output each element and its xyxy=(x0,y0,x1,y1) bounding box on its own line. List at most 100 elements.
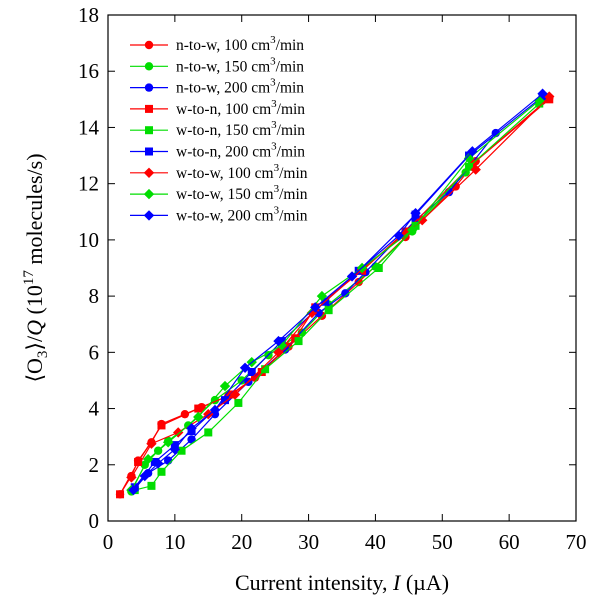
legend-marker xyxy=(143,188,155,200)
y-tick-label: 8 xyxy=(89,284,100,308)
data-point xyxy=(234,398,243,407)
data-point xyxy=(157,467,166,476)
data-point xyxy=(294,337,303,346)
data-point xyxy=(146,438,157,449)
legend-label: n-to-w, 200 cm3/min xyxy=(176,77,304,97)
data-point xyxy=(393,230,405,241)
data-point xyxy=(247,368,256,377)
legend-entry: n-to-w, 150 cm3/min xyxy=(130,55,304,75)
legend-marker xyxy=(143,210,155,221)
legend-label: n-to-w, 150 cm3/min xyxy=(176,55,304,75)
x-axis-label: Current intensity, I (µA) xyxy=(235,570,449,595)
series-layer xyxy=(115,88,555,499)
y-tick-label: 6 xyxy=(89,340,100,364)
data-point xyxy=(463,153,475,164)
data-point xyxy=(177,446,186,455)
data-point xyxy=(410,207,421,219)
series xyxy=(128,88,548,496)
y-tick-label: 14 xyxy=(78,115,100,139)
legend-marker xyxy=(144,62,154,71)
data-point xyxy=(239,362,251,373)
data-point xyxy=(465,162,474,171)
data-point xyxy=(221,396,229,405)
plot-frame xyxy=(107,14,577,522)
legend-marker xyxy=(145,126,153,135)
data-point xyxy=(128,484,139,496)
legend-label: w-to-w, 200 cm3/min xyxy=(176,204,308,224)
legend-entry: w-to-n, 150 cm3/min xyxy=(130,119,305,139)
series xyxy=(126,91,555,483)
y-tick-label: 16 xyxy=(78,59,99,83)
data-point xyxy=(162,437,174,448)
data-point xyxy=(173,427,184,438)
data-point xyxy=(273,335,284,347)
data-point xyxy=(407,224,418,236)
data-point xyxy=(316,290,328,302)
legend-label: w-to-w, 100 cm3/min xyxy=(176,162,308,182)
data-point xyxy=(209,404,221,416)
legend-marker xyxy=(144,40,154,50)
legend-entry: w-to-w, 100 cm3/min xyxy=(130,162,308,182)
legend-marker xyxy=(145,104,153,113)
data-point xyxy=(417,215,428,226)
data-point xyxy=(116,490,125,499)
legend-label: w-to-n, 100 cm3/min xyxy=(176,98,305,118)
x-tick-label: 60 xyxy=(499,530,520,554)
data-point xyxy=(324,306,333,315)
x-tick-label: 30 xyxy=(298,530,319,554)
legend-entry: w-to-w, 200 cm3/min xyxy=(130,204,308,224)
x-tick-label: 40 xyxy=(365,530,386,554)
series-line xyxy=(130,100,540,491)
data-point xyxy=(467,146,478,157)
legend-entry: w-to-n, 200 cm3/min xyxy=(130,141,305,161)
y-tick-label: 10 xyxy=(78,228,99,252)
data-point xyxy=(354,277,363,287)
data-point xyxy=(139,470,150,482)
data-point xyxy=(237,376,246,385)
x-tick-label: 20 xyxy=(231,530,252,554)
data-point xyxy=(537,88,548,99)
legend-label: w-to-w, 150 cm3/min xyxy=(176,183,308,203)
y-tick-label: 18 xyxy=(78,3,99,27)
data-point xyxy=(152,458,164,469)
legend-marker xyxy=(144,83,154,92)
data-point xyxy=(229,389,241,400)
legend-entry: n-to-w, 200 cm3/min xyxy=(130,77,304,97)
y-tick-label: 0 xyxy=(89,509,100,533)
x-tick-label: 0 xyxy=(103,530,114,554)
data-point xyxy=(186,423,197,434)
x-tick-label: 70 xyxy=(566,530,587,554)
data-point xyxy=(470,164,481,175)
data-point xyxy=(346,271,358,282)
y-tick-label: 2 xyxy=(89,453,100,477)
series xyxy=(126,95,545,496)
data-point xyxy=(134,457,143,466)
data-point xyxy=(169,444,181,455)
legend-label: w-to-n, 200 cm3/min xyxy=(176,141,305,161)
data-point xyxy=(310,302,321,313)
data-point xyxy=(193,411,204,423)
data-point xyxy=(341,289,350,298)
legend-marker xyxy=(145,147,153,156)
legend-label: n-to-w, 100 cm3/min xyxy=(176,34,304,54)
data-point xyxy=(401,227,410,236)
legend-entry: w-to-n, 100 cm3/min xyxy=(130,98,305,118)
legend-marker xyxy=(143,167,155,178)
x-tick-label: 50 xyxy=(432,530,453,554)
legend-entry: n-to-w, 100 cm3/min xyxy=(130,34,304,54)
data-point xyxy=(126,472,137,483)
legend-entry: w-to-w, 150 cm3/min xyxy=(130,183,308,203)
data-point xyxy=(157,421,166,430)
x-tick-label: 10 xyxy=(164,530,185,554)
legend-label: w-to-n, 150 cm3/min xyxy=(176,119,305,139)
data-point xyxy=(204,428,213,437)
data-point xyxy=(219,380,231,392)
data-point xyxy=(544,91,555,102)
data-point xyxy=(534,95,545,106)
data-point xyxy=(142,453,154,465)
data-point xyxy=(374,264,383,272)
y-tick-label: 12 xyxy=(78,172,99,196)
axes-ticks: 0 10 20 30 40 50 60 70 0 2 4 6 8 10 12 14 16 18 xyxy=(78,3,587,554)
